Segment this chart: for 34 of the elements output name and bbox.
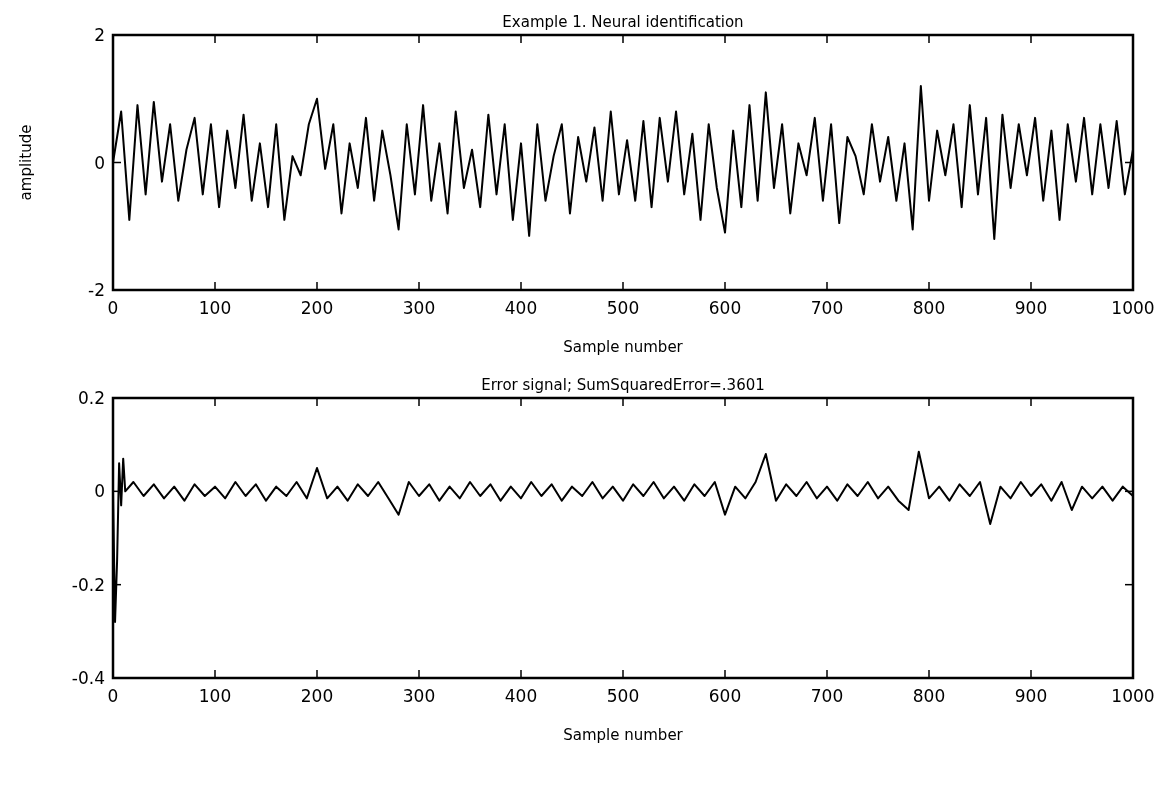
x-tick-label: 0 — [107, 298, 119, 318]
y-tick-label: -2 — [88, 280, 105, 300]
x-tick-label: 800 — [912, 298, 946, 318]
x-tick-label: 800 — [912, 686, 946, 706]
x-tick-label: 500 — [606, 686, 640, 706]
chart-title: Error signal; SumSquaredError=.3601 — [481, 376, 765, 394]
x-tick-label: 200 — [300, 298, 334, 318]
x-tick-label: 600 — [708, 686, 742, 706]
x-tick-label: 700 — [810, 298, 844, 318]
x-axis-title: Sample number — [563, 338, 684, 356]
y-tick-label: 0 — [94, 481, 105, 502]
y-tick-label: -0.2 — [71, 574, 105, 595]
y-tick-label: 0 — [94, 152, 105, 173]
x-tick-label: 1000 — [1111, 298, 1155, 318]
chart-title: Example 1. Neural identification — [502, 13, 744, 31]
x-tick-label: 200 — [300, 686, 334, 706]
x-tick-label: 100 — [198, 686, 232, 706]
y-tick-label: -0.4 — [71, 668, 105, 688]
y-axis-title: amplitude — [17, 124, 35, 201]
x-tick-label: 700 — [810, 686, 844, 706]
x-axis-title: Sample number — [563, 726, 684, 744]
y-tick-label: 2 — [94, 25, 105, 45]
x-tick-label: 900 — [1014, 298, 1048, 318]
y-tick-label: 0.2 — [77, 388, 105, 408]
x-tick-label: 600 — [708, 298, 742, 318]
x-tick-label: 300 — [402, 686, 436, 706]
x-tick-label: 0 — [107, 686, 119, 706]
x-tick-label: 1000 — [1111, 686, 1155, 706]
x-tick-label: 100 — [198, 298, 232, 318]
x-tick-label: 300 — [402, 298, 436, 318]
x-tick-label: 400 — [504, 686, 538, 706]
x-tick-label: 400 — [504, 298, 538, 318]
x-tick-label: 900 — [1014, 686, 1048, 706]
x-tick-label: 500 — [606, 298, 640, 318]
